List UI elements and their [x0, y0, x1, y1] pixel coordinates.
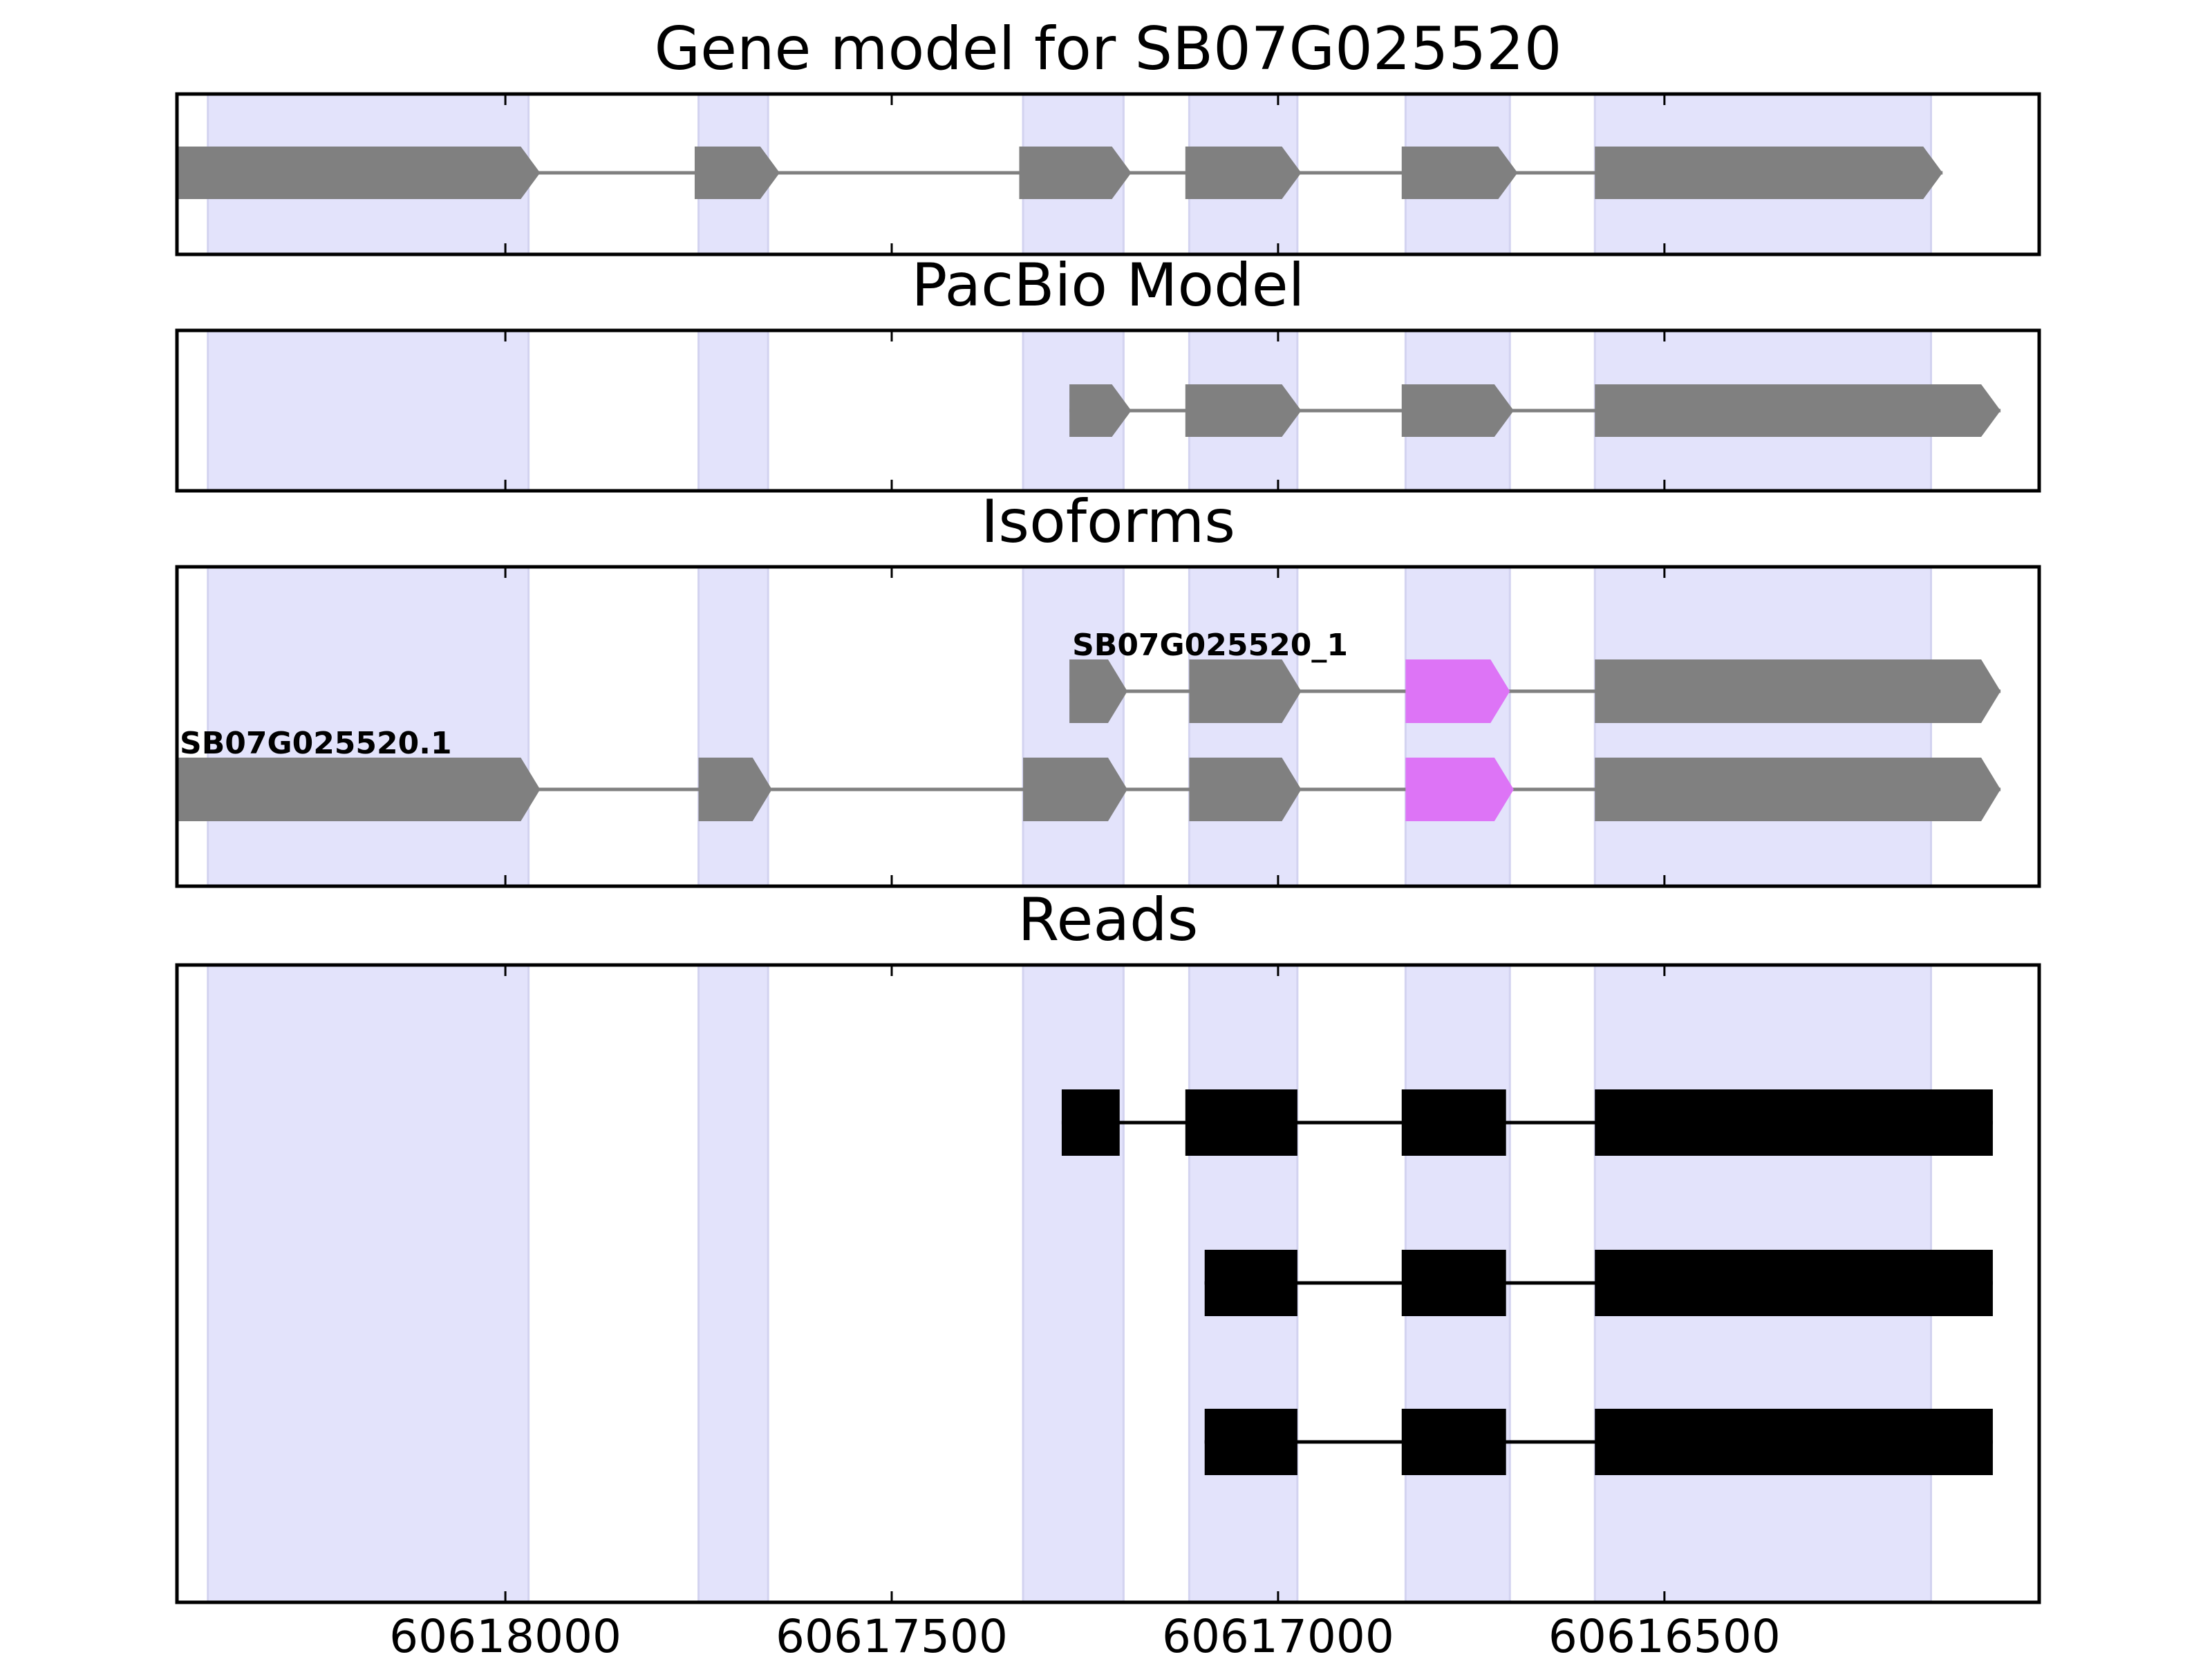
exon-region-shading: [207, 565, 530, 888]
read-block: [1595, 1250, 1993, 1316]
gene-feature: [1069, 384, 2001, 437]
read-block: [1401, 1409, 1506, 1475]
exon-arrow: [1019, 147, 1132, 199]
exon-region-shading: [697, 565, 769, 888]
exon-region-shading: [697, 329, 769, 492]
read-alignment: [1061, 1089, 1993, 1156]
x-tick-label: 60616500: [1548, 1610, 1781, 1659]
read-block: [1401, 1250, 1506, 1316]
read-alignment: [1204, 1250, 1993, 1316]
axes-frame: [175, 92, 2041, 256]
x-tick-label: 60618000: [389, 1610, 621, 1659]
exon-arrow: [177, 147, 541, 199]
exon-arrow: [1401, 384, 1514, 437]
axes-frame: [175, 963, 2041, 1604]
exon-arrow: [1069, 659, 1127, 723]
exon-arrow: [1023, 758, 1127, 821]
axes-frame: [175, 565, 2041, 888]
read-block: [1185, 1089, 1297, 1156]
exon-region-shading: [207, 964, 530, 1604]
exon-region-shading: [1022, 565, 1125, 888]
panel-title: Reads: [1018, 885, 1199, 955]
panel-title: PacBio Model: [911, 251, 1304, 320]
exon-arrow: [177, 758, 541, 821]
gene-feature: SB07G025520.1: [177, 726, 2001, 821]
read-block: [1595, 1409, 1993, 1475]
panel-pacbio-model: PacBio Model: [175, 251, 2041, 493]
panel-title: Gene model for SB07G025520: [655, 15, 1562, 84]
exon-arrow: [1185, 147, 1302, 199]
panel-reads: Reads: [175, 885, 2041, 1604]
panel-title: Isoforms: [981, 487, 1235, 556]
read-alignment: [1204, 1409, 1993, 1475]
exon-region-shading: [1022, 964, 1125, 1604]
exon-region-shading: [1188, 565, 1299, 888]
exon-region-shading: [207, 329, 530, 492]
exon-arrow: [1595, 758, 2001, 821]
axes-frame: [175, 328, 2041, 493]
x-tick-label: 60617000: [1162, 1610, 1394, 1659]
exon-region-shading: [697, 964, 769, 1604]
gene-feature: SB07G025520_1: [1069, 628, 2001, 723]
read-block: [1401, 1089, 1506, 1156]
exon-arrow: [1405, 758, 1514, 821]
isoform-label: SB07G025520_1: [1072, 628, 1348, 663]
exon-arrow: [1595, 659, 2001, 723]
exon-arrow: [1595, 147, 1943, 199]
exon-arrow: [1069, 384, 1132, 437]
read-block: [1061, 1089, 1120, 1156]
read-block: [1204, 1409, 1297, 1475]
panel-gene-model: Gene model for SB07G025520: [175, 15, 2041, 256]
exon-arrow: [1405, 659, 1510, 723]
exon-arrow: [1189, 659, 1302, 723]
x-tick-label: 60617500: [776, 1610, 1008, 1659]
exon-arrow: [1185, 384, 1302, 437]
exon-arrow: [694, 147, 780, 199]
exon-arrow: [1595, 384, 2001, 437]
exon-region-shading: [1593, 565, 1933, 888]
exon-arrow: [698, 758, 772, 821]
isoform-label: SB07G025520.1: [180, 726, 452, 761]
exon-arrow: [1189, 758, 1302, 821]
read-block: [1595, 1089, 1993, 1156]
panel-isoforms: Isoforms SB07G025520_1 SB07G025520.1: [175, 487, 2041, 888]
read-block: [1204, 1250, 1297, 1316]
exon-arrow: [1401, 147, 1518, 199]
gene-feature: [177, 147, 1943, 199]
exon-region-shading: [1404, 565, 1511, 888]
